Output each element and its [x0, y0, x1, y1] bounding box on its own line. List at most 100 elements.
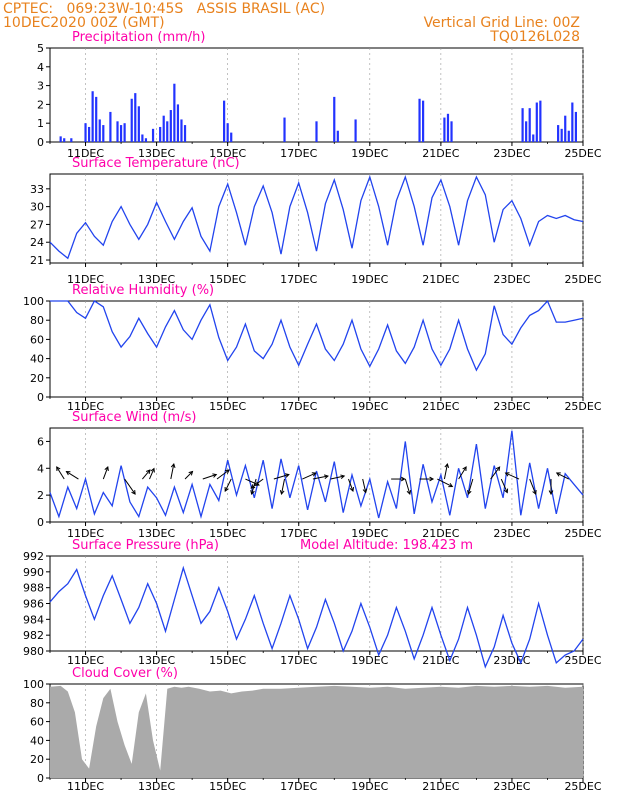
precip-bar — [567, 130, 570, 142]
panel-title-temperature: Surface Temperature (nC) — [72, 156, 240, 171]
wind-arrow — [312, 475, 329, 480]
x-tick-label: 19DEC — [351, 527, 388, 540]
x-tick-label: 23DEC — [493, 147, 530, 160]
y-tick-label: 990 — [23, 566, 44, 579]
panel-title-cloud-cover: Cloud Cover (%) — [72, 666, 178, 681]
x-tick-label: 15DEC — [209, 780, 246, 793]
panel-title-wind: Surface Wind (m/s) — [72, 410, 196, 425]
precip-bar — [123, 123, 126, 142]
x-tick-label: 17DEC — [280, 273, 317, 286]
panel-wind: Surface Wind (m/s) 11DEC 13DEC 15DEC 17DEC 19… — [37, 410, 602, 540]
wind-arrow — [273, 474, 290, 480]
wind-arrow-head — [145, 469, 151, 475]
wind-arrow-head — [495, 466, 501, 472]
precip-bar — [283, 117, 286, 142]
wind-arrow — [102, 466, 109, 480]
panel-precipitation: Precipitation (mm/h) 11DEC 13DEC 15DEC 17DEC… — [37, 30, 602, 160]
panel-frame — [49, 300, 584, 398]
precip-bar — [223, 100, 226, 142]
y-tick-label: 3 — [37, 80, 44, 93]
x-tick-label: 25DEC — [564, 527, 601, 540]
wind-arrow-head — [212, 473, 218, 478]
x-tick-label: 11DEC — [67, 780, 104, 793]
y-tick-label: 40 — [30, 734, 44, 747]
wind-arrow-head — [504, 472, 510, 477]
precip-bar — [333, 96, 336, 142]
x-tick-label: 19DEC — [351, 273, 388, 286]
x-tick-label: 17DEC — [280, 400, 317, 413]
precip-bar — [183, 125, 187, 142]
panel-title-humidity: Relative Humidity (%) — [72, 283, 214, 298]
wind-arrow-head — [224, 487, 229, 492]
precip-bar — [137, 106, 140, 142]
header-grid-note: Vertical Grid Line: 00Z — [423, 15, 580, 31]
y-tick-label: 40 — [30, 353, 44, 366]
wind-arrow-head — [56, 466, 61, 472]
y-tick-label: 1 — [37, 117, 44, 130]
precip-bar — [539, 100, 542, 142]
precip-bar — [226, 123, 229, 142]
wind-arrow-head — [444, 463, 450, 468]
precip-bar — [144, 138, 148, 142]
wind-arrow — [281, 478, 286, 495]
precip-bar — [560, 128, 563, 142]
precip-bar — [571, 102, 574, 142]
wind-arrow — [437, 478, 453, 487]
precip-bar — [173, 83, 176, 142]
header-datetime: 10DEC2020 00Z (GMT) — [3, 15, 165, 31]
x-tick-label: 13DEC — [138, 273, 175, 286]
precip-bar — [180, 119, 183, 142]
wind-arrow — [184, 471, 193, 480]
wind-arrow-head — [532, 489, 537, 495]
panel-frame — [49, 555, 584, 652]
y-tick-label: 0 — [37, 516, 44, 529]
wind-arrow-head — [467, 490, 472, 496]
x-tick-label: 15DEC — [209, 527, 246, 540]
x-tick-label: 17DEC — [280, 780, 317, 793]
cloud-cover-area — [50, 685, 583, 778]
x-tick-label: 19DEC — [351, 400, 388, 413]
y-tick-label: 0 — [37, 391, 44, 404]
precip-bar — [354, 119, 357, 142]
precip-bar — [134, 93, 137, 142]
y-tick-label: 988 — [23, 582, 44, 595]
x-tick-label: 17DEC — [280, 527, 317, 540]
x-tick-label: 23DEC — [493, 780, 530, 793]
precip-bar — [119, 125, 123, 142]
x-tick-label: 11DEC — [67, 527, 104, 540]
x-tick-label: 13DEC — [138, 527, 175, 540]
y-tick-label: 2 — [37, 98, 44, 111]
y-tick-label: 33 — [30, 183, 44, 196]
y-tick-label: 60 — [30, 333, 44, 346]
panel-temperature: Surface Temperature (nC) 11DEC 13DEC 15DEC 1… — [30, 156, 602, 286]
wind-arrow-head — [362, 488, 368, 494]
wind-arrow — [362, 478, 367, 493]
header-run-id: TQ0126L028 — [490, 29, 580, 45]
precip-bar — [176, 104, 180, 142]
y-tick-label: 0 — [37, 136, 44, 149]
series-line-temperature — [49, 174, 584, 260]
precip-bar — [116, 121, 119, 142]
model-altitude-label: Model Altitude: 198.423 m — [300, 538, 473, 553]
x-tick-label: 21DEC — [422, 147, 459, 160]
precip-bar — [70, 138, 73, 142]
wind-arrow — [170, 463, 175, 480]
series-line-humidity — [50, 299, 584, 372]
wind-arrow — [458, 466, 467, 480]
y-tick-label: 80 — [30, 697, 44, 710]
precip-bar — [109, 111, 112, 142]
x-tick-label: 15DEC — [209, 273, 246, 286]
wind-arrow-head — [349, 486, 355, 493]
x-tick-label: 25DEC — [564, 780, 601, 793]
precip-bar — [422, 100, 425, 142]
y-tick-label: 984 — [23, 613, 44, 626]
x-tick-label: 17DEC — [280, 654, 317, 667]
wind-arrow — [216, 469, 230, 480]
y-tick-label: 100 — [23, 295, 44, 308]
precip-bar — [95, 96, 98, 142]
wind-arrow — [500, 478, 508, 493]
panel-title-precipitation: Precipitation (mm/h) — [72, 30, 205, 45]
wind-arrow — [556, 472, 570, 480]
precip-bar — [98, 119, 101, 142]
